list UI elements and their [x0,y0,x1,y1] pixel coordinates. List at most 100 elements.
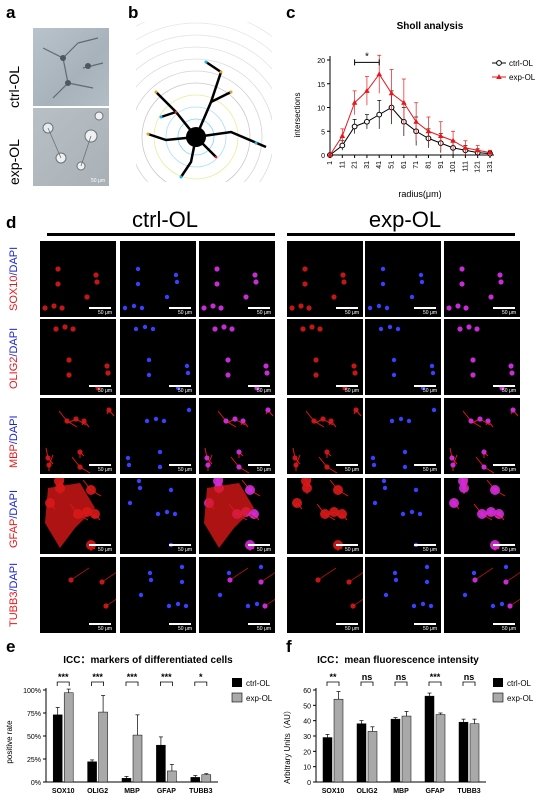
red-signal [503,579,509,585]
micrograph-sox10-4: 50 μm [365,241,441,317]
nucleus [372,500,378,506]
red-signal [486,507,496,517]
phase-image-exp: 50 μm [33,108,109,186]
red-signal [243,294,249,300]
red-signal [300,326,306,332]
micrograph-sox10-3: 50 μm [287,241,363,317]
red-signal [54,478,64,486]
micrograph-content [372,478,423,548]
panel-letter-f: f [286,637,292,656]
sholl-title: Sholl analysis [397,21,464,32]
nucleus [148,577,154,583]
significance-bracket [360,681,374,686]
nucleus [150,326,156,332]
data-point [487,149,493,155]
red-signal [498,279,504,285]
nucleus [131,303,137,309]
red-signal [301,478,311,486]
row-marker-name: OLIG2 [8,356,20,389]
micrograph-content [217,564,275,609]
x-tick-label: 81 [425,161,432,169]
legend-swatch-exp [492,692,504,703]
panel-letter-c: c [286,3,296,22]
scale-bar-label: 50 μm [502,388,516,394]
x-tick-label: TUBB3 [457,788,480,795]
significance-label: *** [127,672,138,682]
scale-bar [336,307,358,309]
red-signal [240,418,246,424]
red-signal [46,462,52,468]
bar [201,774,212,783]
micrograph-content [292,478,349,551]
red-signal [73,416,79,422]
neurite [70,567,90,581]
significance-bracket [326,681,340,686]
nucleus [155,511,161,517]
nucleus [389,418,395,424]
micrograph-sox10-1: 50 μm [120,241,196,317]
micrograph-tubb3-1: 50 μm [120,557,196,633]
scale-bar [248,623,270,625]
micrograph-content [201,266,259,311]
x-tick-label: MBP [124,788,140,795]
red-signal [68,577,74,583]
scale-bar-label: 50 μm [257,626,271,632]
nucleus [144,418,150,424]
scale-bar-label: 50 μm [502,467,516,473]
micrograph-olig2-0: 50 μm [40,319,116,395]
scale-bar [336,464,358,466]
micrograph-sox10-2: 50 μm [199,241,275,317]
chart-f-axes: 0 10 20 30 40 50 60 SOX10 OLIG2 MBP GFAP TUBB3 [303,688,486,795]
gfap-astrocyte [45,483,95,548]
red-signal [59,305,65,311]
nucleus [164,509,170,515]
row-stain-name: /DAPI [8,415,20,445]
red-signal [333,485,343,495]
panel-letter-a: a [6,3,16,22]
exp-cells-image [42,111,104,171]
red-signal [225,357,231,363]
data-point [364,87,370,93]
red-signal [488,294,494,300]
chart-f-ylabel: Arbitrary Units（AU） [283,706,292,784]
y-tick-label: 15 [317,82,325,89]
series-line [329,73,491,156]
scale-bar-label: 50 μm [98,626,112,632]
red-signal [229,326,235,332]
x-tick-label: TUBB3 [189,788,212,795]
nucleus [184,363,190,369]
row-stain-name: /DAPI [8,489,20,519]
scale-bar [493,385,515,387]
significance-bracket [462,681,476,686]
nucleus [122,305,128,311]
legend-marker [496,60,502,66]
nucleus [503,564,509,570]
x-tick-label: GFAP [157,788,176,795]
data-point [351,99,358,105]
nucleus [382,485,388,491]
red-signal [490,485,500,495]
scale-bar [248,464,270,466]
micrograph-tubb3-0: 50 μm [40,557,116,633]
micrograph-mbp-1: 50 μm [120,398,196,474]
scale-bar [336,623,358,625]
red-signal [472,577,478,583]
nucleus [499,601,505,607]
scale-bar [89,385,111,387]
sholl-legend: ctrl-OL exp-OL [492,59,536,82]
red-signal [103,603,109,609]
red-signal [77,449,83,455]
red-signal [227,577,233,583]
red-signal [236,449,242,455]
red-signal [320,416,326,422]
bar [132,734,143,783]
scale-bar [248,544,270,546]
micrograph-content [449,407,519,474]
chart-f: ICC：mean fluorescence intensity Arbitrar… [283,655,534,795]
significance-bracket [194,681,208,686]
panel-letter-b: b [128,3,139,22]
legend-label: ctrl-OL [509,59,534,68]
red-signal [84,294,90,300]
scale-bar [493,623,515,625]
significance-bracket [428,681,442,686]
